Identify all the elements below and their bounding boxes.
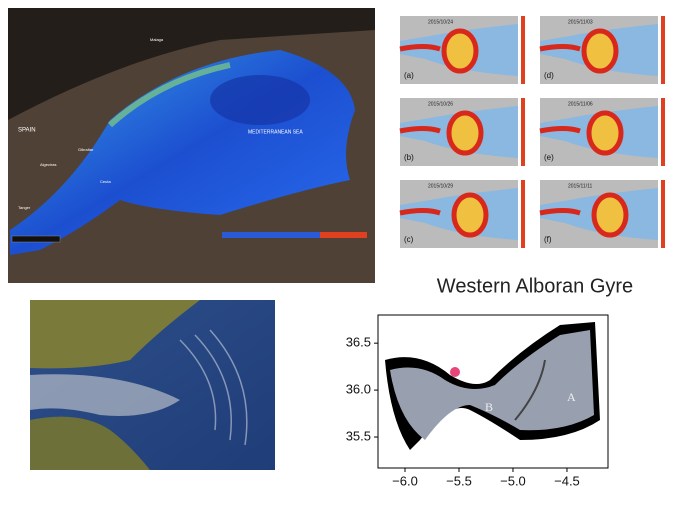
land (540, 16, 658, 41)
x-tick-label: −5.0 (500, 473, 526, 488)
colorbar (521, 180, 525, 248)
y-tick-label: 35.5 (346, 428, 371, 443)
jet (399, 44, 441, 52)
panel-letter: (f) (544, 235, 552, 244)
annotation: A (567, 390, 576, 404)
land (400, 98, 518, 123)
jet (399, 126, 441, 134)
map-label: SPAIN (18, 128, 36, 134)
gyre (586, 110, 624, 156)
jet (539, 44, 581, 52)
panel-date: 2015/11/03 (568, 19, 593, 25)
gyre (591, 192, 629, 238)
x-tick-label: −5.5 (446, 473, 472, 488)
jet (539, 126, 581, 134)
x-tick-label: −4.5 (554, 473, 580, 488)
plot-axes: −6.0 −5.5 −5.0 −4.5 35.5 36.0 36.5 (346, 335, 580, 489)
map-label: Algeciras (40, 162, 56, 167)
panel-date: 2015/10/24 (428, 19, 453, 25)
panel-date: 2015/10/29 (428, 183, 453, 189)
land (540, 180, 658, 205)
panel-letter: (c) (404, 235, 414, 244)
y-tick-label: 36.5 (346, 335, 371, 350)
map-label: Ceuta (100, 179, 111, 184)
panel-letter: (b) (404, 153, 414, 162)
land (400, 16, 518, 41)
gyre (441, 28, 479, 74)
map-panel: 2015/11/11 (f) (539, 180, 665, 248)
colorbar (521, 98, 525, 166)
gyre (446, 110, 484, 156)
land (400, 180, 518, 205)
colorbar (661, 180, 665, 248)
flow-3d-view: SPAIN MEDITERRANEAN SEA Malaga Algeciras… (8, 8, 375, 283)
map-label: Gibraltar (78, 147, 94, 152)
land (540, 98, 658, 123)
panel-letter: (e) (544, 153, 554, 162)
gyre (451, 192, 489, 238)
x-tick-label: −6.0 (392, 473, 418, 488)
map-panel: 2015/10/24 (a) (399, 16, 525, 84)
model-plot: A B (377, 314, 609, 469)
annotation: B (485, 400, 493, 414)
panel-date: 2015/11/11 (568, 183, 593, 189)
jet (539, 208, 581, 216)
colorbar (521, 16, 525, 84)
map-panel: 2015/11/03 (d) (539, 16, 665, 84)
map-panel: 2015/10/26 (b) (399, 98, 525, 166)
satellite-image (30, 300, 275, 470)
map-panel: 2015/10/29 (c) (399, 180, 525, 248)
gyre (581, 28, 619, 74)
colorbar (661, 98, 665, 166)
panel-date: 2015/11/06 (568, 101, 593, 107)
map-label: Tanger (18, 205, 31, 210)
panel-letter: (a) (404, 71, 414, 80)
map-panel: 2015/11/06 (e) (539, 98, 665, 166)
colorbar (661, 16, 665, 84)
y-tick-label: 36.0 (346, 382, 371, 397)
map-label: Malaga (150, 37, 164, 42)
panel-date: 2015/10/26 (428, 101, 453, 107)
panel-letter: (d) (544, 71, 554, 80)
jet (399, 208, 441, 216)
title: Western Alboran Gyre (437, 275, 633, 297)
map-label: MEDITERRANEAN SEA (248, 129, 303, 135)
panel-grid: 2015/10/24(a)2015/11/03(d)2015/10/26(b)2… (399, 16, 665, 248)
